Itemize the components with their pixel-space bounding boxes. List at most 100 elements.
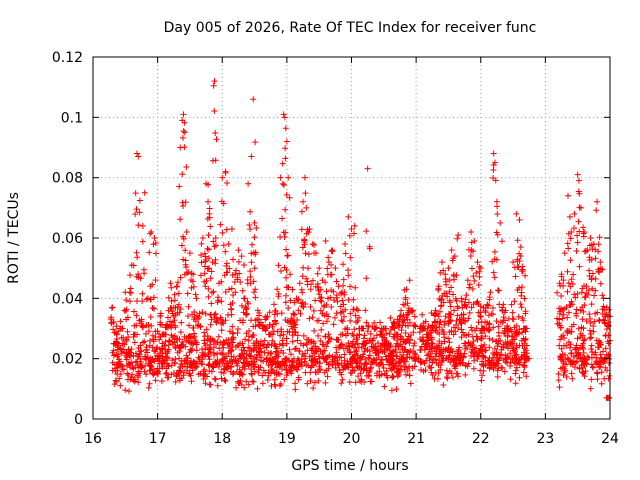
data-point bbox=[565, 245, 572, 252]
data-point bbox=[174, 310, 181, 317]
data-point bbox=[181, 357, 188, 364]
data-point bbox=[567, 341, 574, 348]
data-point bbox=[316, 265, 323, 272]
data-point bbox=[260, 367, 267, 374]
data-point bbox=[269, 337, 276, 344]
data-point bbox=[363, 228, 370, 235]
data-point bbox=[458, 334, 465, 341]
data-point bbox=[152, 328, 159, 335]
data-point bbox=[159, 331, 166, 338]
data-point bbox=[160, 357, 167, 364]
data-point bbox=[567, 257, 574, 264]
data-point bbox=[423, 357, 430, 364]
data-point bbox=[248, 259, 255, 266]
data-point bbox=[199, 352, 206, 359]
data-point bbox=[398, 327, 405, 334]
data-point bbox=[466, 281, 473, 288]
data-point bbox=[318, 326, 325, 333]
data-point bbox=[443, 290, 450, 297]
data-point bbox=[199, 361, 206, 368]
data-point bbox=[347, 317, 354, 324]
data-point bbox=[219, 356, 226, 363]
data-point bbox=[354, 318, 361, 325]
data-point bbox=[364, 328, 371, 335]
data-point bbox=[208, 268, 215, 275]
data-point bbox=[276, 382, 283, 389]
data-point bbox=[437, 350, 444, 357]
data-point bbox=[130, 377, 137, 384]
data-point bbox=[201, 329, 208, 336]
y-tick-label: 0 bbox=[74, 412, 83, 428]
data-point bbox=[202, 283, 209, 290]
data-point bbox=[588, 354, 595, 361]
data-point bbox=[590, 364, 597, 371]
data-point bbox=[563, 374, 570, 381]
data-point bbox=[328, 271, 335, 278]
data-point bbox=[157, 310, 164, 317]
data-point bbox=[351, 222, 358, 229]
data-point bbox=[181, 271, 188, 278]
data-point bbox=[233, 343, 240, 350]
data-point bbox=[237, 278, 244, 285]
data-point bbox=[299, 273, 306, 280]
data-point bbox=[323, 288, 330, 295]
data-point bbox=[574, 335, 581, 342]
data-point bbox=[148, 322, 155, 329]
data-point bbox=[137, 355, 144, 362]
data-point bbox=[138, 320, 145, 327]
data-point bbox=[132, 211, 139, 218]
data-point bbox=[186, 322, 193, 329]
data-point bbox=[435, 342, 442, 349]
data-point bbox=[468, 324, 475, 331]
data-point bbox=[589, 270, 596, 277]
data-point bbox=[471, 277, 478, 284]
data-point bbox=[458, 326, 465, 333]
data-point bbox=[226, 328, 233, 335]
data-point bbox=[139, 223, 146, 230]
data-point bbox=[137, 342, 144, 349]
data-point bbox=[324, 373, 331, 380]
data-point bbox=[131, 376, 138, 383]
data-point bbox=[324, 339, 331, 346]
data-point bbox=[200, 375, 207, 382]
data-point bbox=[379, 356, 386, 363]
data-point bbox=[398, 362, 405, 369]
data-point bbox=[337, 290, 344, 297]
data-point bbox=[600, 316, 607, 323]
data-point bbox=[480, 353, 487, 360]
data-point bbox=[188, 284, 195, 291]
data-point bbox=[226, 286, 233, 293]
data-point bbox=[218, 278, 225, 285]
data-point bbox=[489, 359, 496, 366]
data-point bbox=[476, 349, 483, 356]
data-point bbox=[162, 338, 169, 345]
data-point bbox=[558, 293, 565, 300]
data-point bbox=[283, 372, 290, 379]
data-point bbox=[211, 243, 218, 250]
data-point bbox=[404, 368, 411, 375]
data-point bbox=[243, 305, 250, 312]
data-point bbox=[601, 307, 608, 314]
data-point bbox=[374, 340, 381, 347]
data-point bbox=[218, 198, 225, 205]
data-point bbox=[405, 333, 412, 340]
data-point bbox=[202, 253, 209, 260]
data-point bbox=[185, 303, 192, 310]
data-point bbox=[445, 335, 452, 342]
data-point bbox=[333, 278, 340, 285]
data-point bbox=[268, 349, 275, 356]
data-point bbox=[334, 336, 341, 343]
data-point bbox=[118, 325, 125, 332]
data-point bbox=[556, 316, 563, 323]
data-point bbox=[564, 240, 571, 247]
data-point bbox=[328, 336, 335, 343]
data-point bbox=[396, 349, 403, 356]
data-point bbox=[560, 311, 567, 318]
data-point bbox=[133, 206, 140, 213]
data-point bbox=[323, 343, 330, 350]
data-point bbox=[237, 355, 244, 362]
data-point bbox=[309, 347, 316, 354]
data-point bbox=[380, 364, 387, 371]
data-point bbox=[239, 364, 246, 371]
data-point bbox=[570, 321, 577, 328]
